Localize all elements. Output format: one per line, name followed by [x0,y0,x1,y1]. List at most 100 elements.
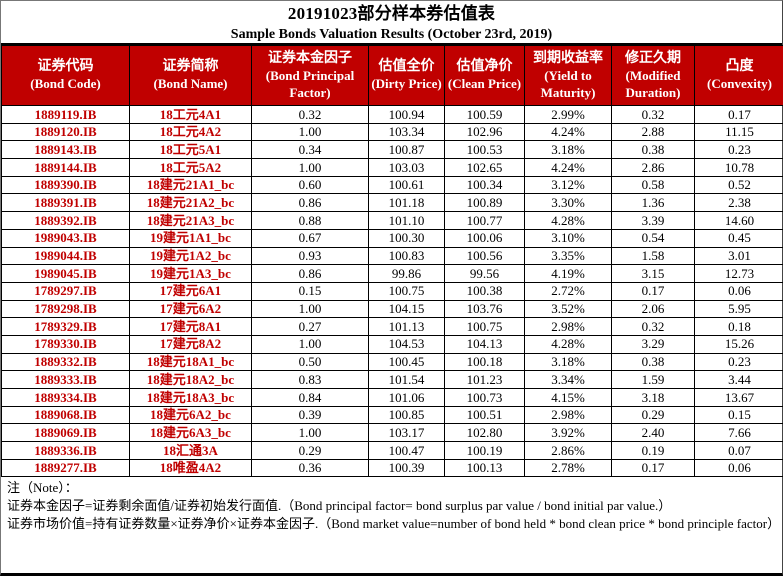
cell-bond-code: 1889334.IB [1,388,130,407]
column-header-modified-duration: 修正久期 (Modified Duration) [611,45,695,106]
cell-bond-code: 1889120.IB [1,122,130,142]
cell-clean-price: 100.53 [444,140,525,160]
cell-modified-duration: 2.88 [611,122,695,142]
cell-bond-code: 1889332.IB [1,352,130,372]
cell-bond-code: 1889336.IB [1,441,130,460]
cell-dirty-price: 103.03 [368,158,445,177]
cell-bond-code: 1989045.IB [1,264,130,283]
cell-modified-duration: 0.38 [611,140,695,160]
header-label-en: (Bond Principal Factor) [265,68,355,100]
cell-bond-code: 1889144.IB [1,158,130,177]
table-row: 1789298.IB 17建元6A2 1.00 104.15 103.76 3.52% 2.… [1,299,783,319]
cell-clean-price: 100.59 [444,105,525,124]
page-title: 20191023部分样本券估值表 [287,4,496,23]
cell-convexity: 0.15 [694,405,783,425]
cell-bond-code: 1989044.IB [1,246,130,266]
cell-modified-duration: 2.06 [611,299,695,319]
header-label-zh: 证券代码 [37,59,94,75]
cell-clean-price: 100.06 [444,228,525,248]
cell-convexity: 0.07 [694,441,783,460]
cell-modified-duration: 0.38 [611,352,695,372]
cell-bond-name: 18建元6A3_bc [129,423,252,443]
cell-principal-factor: 0.36 [251,458,369,478]
cell-bond-name: 18建元18A1_bc [129,352,252,372]
cell-modified-duration: 0.19 [611,441,695,460]
header-label-en: (Yield to Maturity) [540,68,596,100]
cell-bond-name: 18工元4A2 [129,122,252,142]
cell-bond-name: 18唯盈4A2 [129,458,252,478]
cell-bond-name: 18建元18A3_bc [129,388,252,407]
cell-clean-price: 104.13 [444,334,525,354]
cell-modified-duration: 0.17 [611,281,695,301]
table-body: 1889119.IB 18工元4A1 0.32 100.94 100.59 2.99% 0.… [1,105,783,478]
cell-principal-factor: 0.93 [251,246,369,266]
cell-modified-duration: 0.58 [611,175,695,195]
column-header-dirty-price: 估值全价 (Dirty Price) [368,45,445,106]
cell-modified-duration: 0.32 [611,317,695,336]
note-label: 注（Note）： [7,480,78,496]
cell-bond-name: 18工元5A2 [129,158,252,177]
cell-bond-name: 18汇通3A [129,441,252,460]
header-label-zh: 证券简称 [162,59,219,75]
cell-dirty-price: 101.10 [368,211,445,230]
cell-dirty-price: 100.87 [368,140,445,160]
cell-bond-code: 1889390.IB [1,175,130,195]
table-row: 1989044.IB 19建元1A2_bc 0.93 100.83 100.56 3.35… [1,246,783,266]
cell-principal-factor: 0.32 [251,105,369,124]
table-row: 1889143.IB 18工元5A1 0.34 100.87 100.53 3.18% 0.… [1,140,783,160]
header-label-en: (Convexity) [707,76,772,92]
cell-convexity: 10.78 [694,158,783,177]
cell-dirty-price: 104.15 [368,299,445,319]
cell-principal-factor: 0.39 [251,405,369,425]
cell-yield-to-maturity: 3.10% [524,228,612,248]
table-row: 1789297.IB 17建元6A1 0.15 100.75 100.38 2.72% 0.… [1,281,783,301]
cell-yield-to-maturity: 4.24% [524,158,612,177]
cell-bond-name: 19建元1A2_bc [129,246,252,266]
cell-yield-to-maturity: 4.24% [524,122,612,142]
header-label-en: (Bond Name) [153,76,228,92]
header-label-en: (Bond Code) [30,76,101,92]
cell-principal-factor: 1.00 [251,334,369,354]
column-header-bond-code: 证券代码 (Bond Code) [1,45,130,106]
cell-bond-code: 1989043.IB [1,228,130,248]
cell-clean-price: 100.19 [444,441,525,460]
cell-convexity: 14.60 [694,211,783,230]
table-row: 1989043.IB 19建元1A1_bc 0.67 100.30 100.06 3.10… [1,228,783,248]
header-label-en: (Modified Duration) [625,68,681,100]
cell-bond-code: 1889069.IB [1,423,130,443]
cell-convexity: 0.06 [694,458,783,478]
cell-modified-duration: 0.29 [611,405,695,425]
cell-bond-code: 1889119.IB [1,105,130,124]
cell-bond-code: 1789330.IB [1,334,130,354]
cell-principal-factor: 1.00 [251,122,369,142]
cell-clean-price: 99.56 [444,264,525,283]
header-row: 证券代码 (Bond Code) 证券简称 (Bond Name) 证券本金因子… [1,45,783,106]
note-line-1: 证券本金因子=证券剩余面值/证券初始发行面值.（Bond principal f… [7,498,672,514]
cell-convexity: 2.38 [694,193,783,213]
cell-principal-factor: 0.15 [251,281,369,301]
cell-dirty-price: 101.06 [368,388,445,407]
cell-bond-code: 1889391.IB [1,193,130,213]
cell-clean-price: 102.80 [444,423,525,443]
cell-clean-price: 100.13 [444,458,525,478]
cell-yield-to-maturity: 2.98% [524,317,612,336]
cell-bond-name: 17建元6A1 [129,281,252,301]
cell-bond-name: 18建元21A3_bc [129,211,252,230]
cell-convexity: 0.45 [694,228,783,248]
header-label-en: (Dirty Price) [371,76,442,92]
cell-clean-price: 100.75 [444,317,525,336]
cell-yield-to-maturity: 2.98% [524,405,612,425]
cell-clean-price: 100.73 [444,388,525,407]
cell-modified-duration: 3.39 [611,211,695,230]
cell-principal-factor: 0.88 [251,211,369,230]
cell-principal-factor: 0.60 [251,175,369,195]
cell-dirty-price: 100.61 [368,175,445,195]
cell-bond-name: 17建元6A2 [129,299,252,319]
table-row: 1889390.IB 18建元21A1_bc 0.60 100.61 100.34 3.1… [1,175,783,195]
cell-dirty-price: 100.85 [368,405,445,425]
cell-principal-factor: 1.00 [251,158,369,177]
title-block: 20191023部分样本券估值表 Sample Bonds Valuation … [1,1,782,45]
cell-dirty-price: 103.17 [368,423,445,443]
cell-yield-to-maturity: 3.30% [524,193,612,213]
cell-clean-price: 101.23 [444,370,525,389]
